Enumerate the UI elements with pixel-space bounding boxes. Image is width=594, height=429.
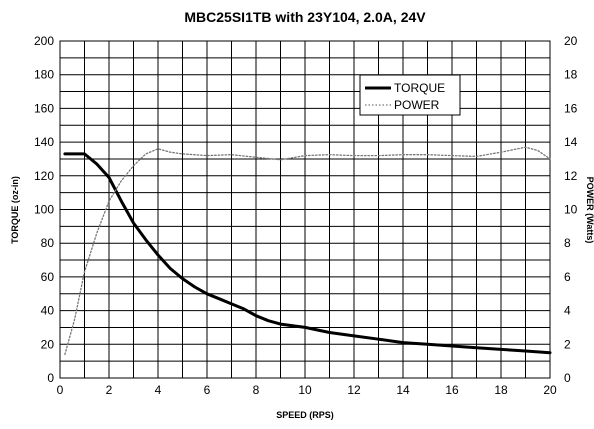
x-tick-label: 12 (347, 383, 361, 397)
x-tick-label: 18 (494, 383, 508, 397)
tick-labels: 0 2 4 6 8 10 12 14 16 18 2002040608010012014016018… (34, 34, 578, 397)
x-tick-label: 14 (396, 383, 410, 397)
y-left-tick-label: 160 (34, 101, 54, 115)
x-tick-label: 6 (204, 383, 211, 397)
y-left-tick-label: 100 (34, 203, 54, 217)
y-right-tick-label: 18 (564, 68, 578, 82)
grid-lines (60, 41, 550, 378)
chart-title: MBC25SI1TB with 23Y104, 2.0A, 24V (184, 9, 426, 25)
y-right-tick-label: 14 (564, 135, 578, 149)
y-left-tick-label: 200 (34, 34, 54, 48)
x-tick-label: 0 (57, 383, 64, 397)
y-left-tick-label: 120 (34, 169, 54, 183)
y-right-tick-label: 20 (564, 34, 578, 48)
y-right-tick-label: 0 (564, 371, 571, 385)
legend-torque-label: TORQUE (394, 81, 445, 95)
x-axis-label: SPEED (RPS) (276, 410, 334, 420)
legend-box (359, 74, 461, 116)
y-right-tick-label: 6 (564, 270, 571, 284)
series-layer (63, 146, 552, 356)
y-left-tick-label: 60 (41, 270, 55, 284)
y-left-tick-label: 20 (41, 337, 55, 351)
x-tick-label: 16 (445, 383, 459, 397)
plot-frame (59, 40, 551, 379)
x-tick-label: 8 (253, 383, 260, 397)
y-axis-left-label: TORQUE (oz-in) (10, 176, 20, 244)
x-tick-label: 2 (106, 383, 113, 397)
legend: TORQUE POWER (359, 74, 461, 116)
y-right-tick-label: 8 (564, 236, 571, 250)
y-right-tick-label: 12 (564, 169, 578, 183)
x-tick-label: 4 (155, 383, 162, 397)
series-line-torque (63, 152, 552, 355)
series-line-power (64, 146, 551, 356)
y-right-tick-label: 2 (564, 337, 571, 351)
x-tick-label: 20 (543, 383, 557, 397)
legend-power-label: POWER (394, 98, 440, 112)
y-right-tick-label: 4 (564, 304, 571, 318)
y-left-tick-label: 0 (47, 371, 54, 385)
y-right-tick-label: 10 (564, 203, 578, 217)
y-left-tick-label: 80 (41, 236, 55, 250)
y-right-tick-label: 16 (564, 101, 578, 115)
y-left-tick-label: 40 (41, 304, 55, 318)
y-left-tick-label: 180 (34, 68, 54, 82)
y-left-tick-label: 140 (34, 135, 54, 149)
x-tick-label: 10 (298, 383, 312, 397)
y-axis-right-label: POWER (Watts) (585, 177, 594, 244)
